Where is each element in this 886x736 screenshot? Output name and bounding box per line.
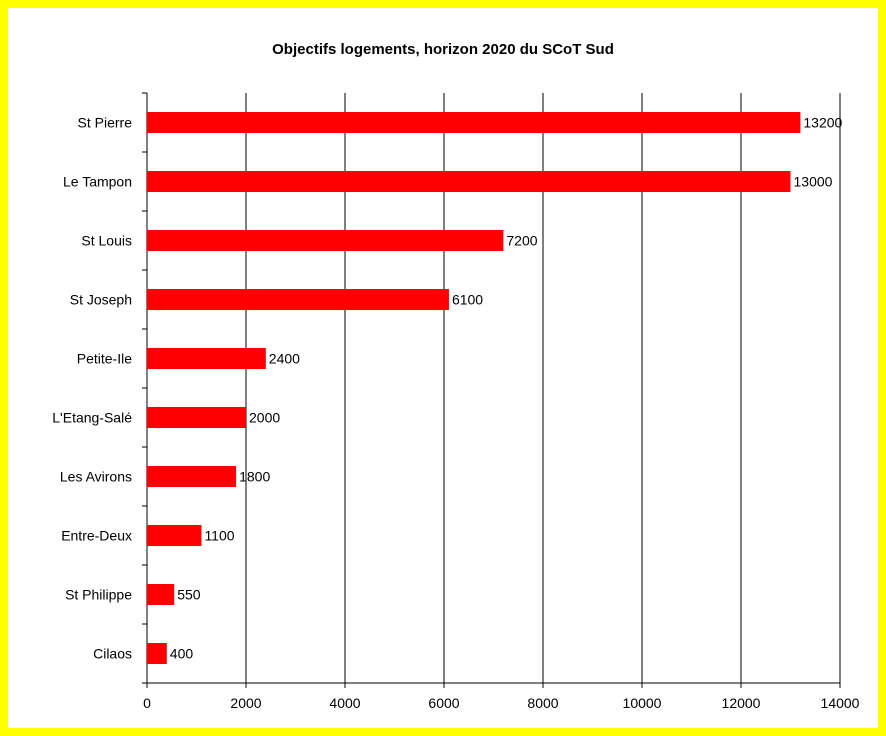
data-label: 1800 [239,469,270,485]
bar [147,112,801,133]
data-label: 13000 [794,174,833,190]
category-label: St Louis [81,233,132,249]
bar-chart: Objectifs logements, horizon 2020 du SCo… [52,41,860,711]
category-label: St Philippe [65,587,132,603]
category-label: Le Tampon [63,174,132,190]
x-tick-labels: 0 2000 4000 6000 8000 10000 12000 14000 [143,695,860,711]
data-label: 2400 [269,351,300,367]
data-label: 6100 [452,292,483,308]
x-tick-label: 0 [143,695,151,711]
data-label: 400 [170,646,194,662]
data-labels: 13200 13000 7200 6100 2400 2000 1800 1100 550 400 [170,115,843,662]
data-label: 2000 [249,410,280,426]
bar [147,230,504,251]
bar [147,407,246,428]
data-label: 7200 [506,233,537,249]
category-label: Entre-Deux [61,528,132,544]
x-tick-label: 2000 [230,695,261,711]
bar [147,348,266,369]
chart-title: Objectifs logements, horizon 2020 du SCo… [272,41,614,58]
bar [147,643,167,664]
category-label: Les Avirons [60,469,132,485]
bars [147,112,801,664]
data-label: 13200 [803,115,842,131]
data-label: 550 [177,587,201,603]
x-tick-label: 8000 [527,695,558,711]
category-labels: St Pierre Le Tampon St Louis St Joseph Petit… [52,115,132,662]
category-label: Petite-Ile [77,351,132,367]
category-label: St Joseph [70,292,132,308]
x-tick-label: 12000 [722,695,761,711]
category-label: L'Etang-Salé [52,410,132,426]
category-label: St Pierre [78,115,133,131]
bar [147,466,237,487]
bar [147,171,791,192]
chart-area: Objectifs logements, horizon 2020 du SCo… [8,8,878,728]
x-tick-label: 4000 [329,695,360,711]
category-label: Cilaos [93,646,132,662]
x-tick-label: 6000 [428,695,459,711]
data-label: 1100 [204,528,234,544]
x-tick-label: 10000 [623,695,662,711]
bar [147,525,202,546]
x-tick-label: 14000 [821,695,860,711]
bar [147,584,175,605]
bar [147,289,449,310]
